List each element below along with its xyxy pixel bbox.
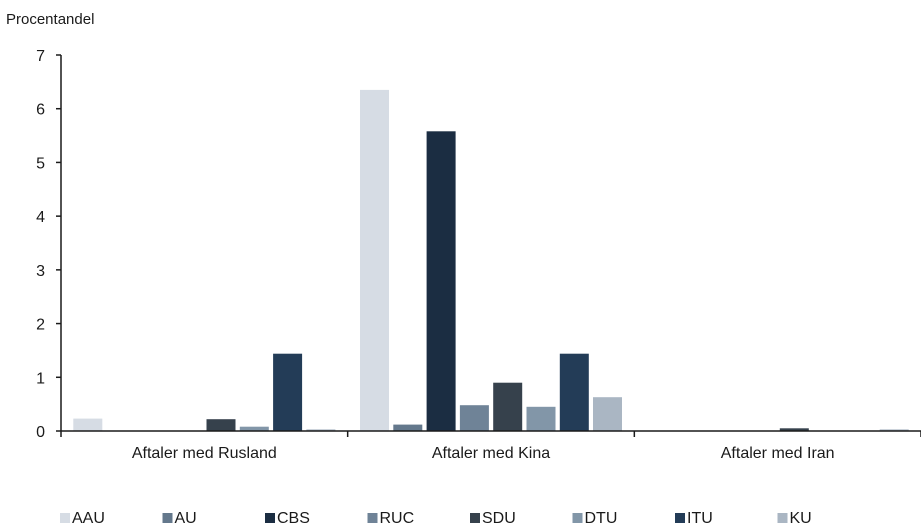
legend-label-cbs: CBS xyxy=(277,510,310,527)
category-label: Aftaler med Rusland xyxy=(132,445,277,462)
legend-swatch-ku xyxy=(777,513,788,523)
y-tick-label: 7 xyxy=(36,48,45,65)
y-axis-label: Procentandel xyxy=(6,11,94,28)
bar-au-1 xyxy=(393,424,423,431)
y-tick-label: 5 xyxy=(36,155,45,172)
category-labels: Aftaler med Rusland Aftaler med Kina Aftal… xyxy=(132,445,835,462)
bar-ku-0 xyxy=(306,429,336,431)
x-axis-ticks xyxy=(60,431,921,437)
bars xyxy=(73,89,909,432)
y-tick-label: 2 xyxy=(36,317,45,334)
legend-swatch-ruc xyxy=(367,513,378,523)
legend-label-ruc: RUC xyxy=(380,510,415,527)
legend-swatch-au xyxy=(162,513,173,523)
bar-ku-1 xyxy=(593,397,622,431)
y-tick-label: 6 xyxy=(36,102,45,119)
bar-itu-0 xyxy=(273,353,303,431)
legend-swatch-sdu xyxy=(470,513,480,523)
bar-itu-1 xyxy=(559,353,589,431)
legend-label-itu: ITU xyxy=(687,510,713,527)
bar-sdu-1 xyxy=(493,382,523,431)
bar-sdu-0 xyxy=(206,419,236,431)
bar-ruc-1 xyxy=(459,405,489,431)
legend-swatch-aau xyxy=(60,513,70,523)
bar-dtu-0 xyxy=(239,426,269,431)
legend-label-ku: KU xyxy=(790,510,812,527)
legend-swatch-cbs xyxy=(265,513,275,523)
legend: AAU AU CBS RUC SDU DTU ITU KU xyxy=(60,510,812,527)
legend-label-dtu: DTU xyxy=(585,510,618,527)
bar-cbs-1 xyxy=(426,131,456,432)
category-label: Aftaler med Iran xyxy=(721,445,835,462)
bar-sdu-2 xyxy=(779,428,809,431)
y-tick-label: 0 xyxy=(36,424,45,441)
bar-aau-1 xyxy=(360,89,389,432)
y-axis-ticks: 0 1 2 3 4 5 6 7 xyxy=(36,48,61,441)
bar-dtu-1 xyxy=(526,406,556,431)
legend-label-sdu: SDU xyxy=(482,510,516,527)
legend-swatch-itu xyxy=(675,513,685,523)
y-tick-label: 1 xyxy=(36,370,45,387)
category-label: Aftaler med Kina xyxy=(432,445,550,462)
y-tick-label: 3 xyxy=(36,263,45,280)
legend-label-aau: AAU xyxy=(72,510,105,527)
bar-ku-2 xyxy=(879,429,909,431)
bar-aau-0 xyxy=(73,418,103,431)
legend-label-au: AU xyxy=(175,510,197,527)
legend-swatch-dtu xyxy=(572,513,583,523)
y-tick-label: 4 xyxy=(36,209,45,226)
